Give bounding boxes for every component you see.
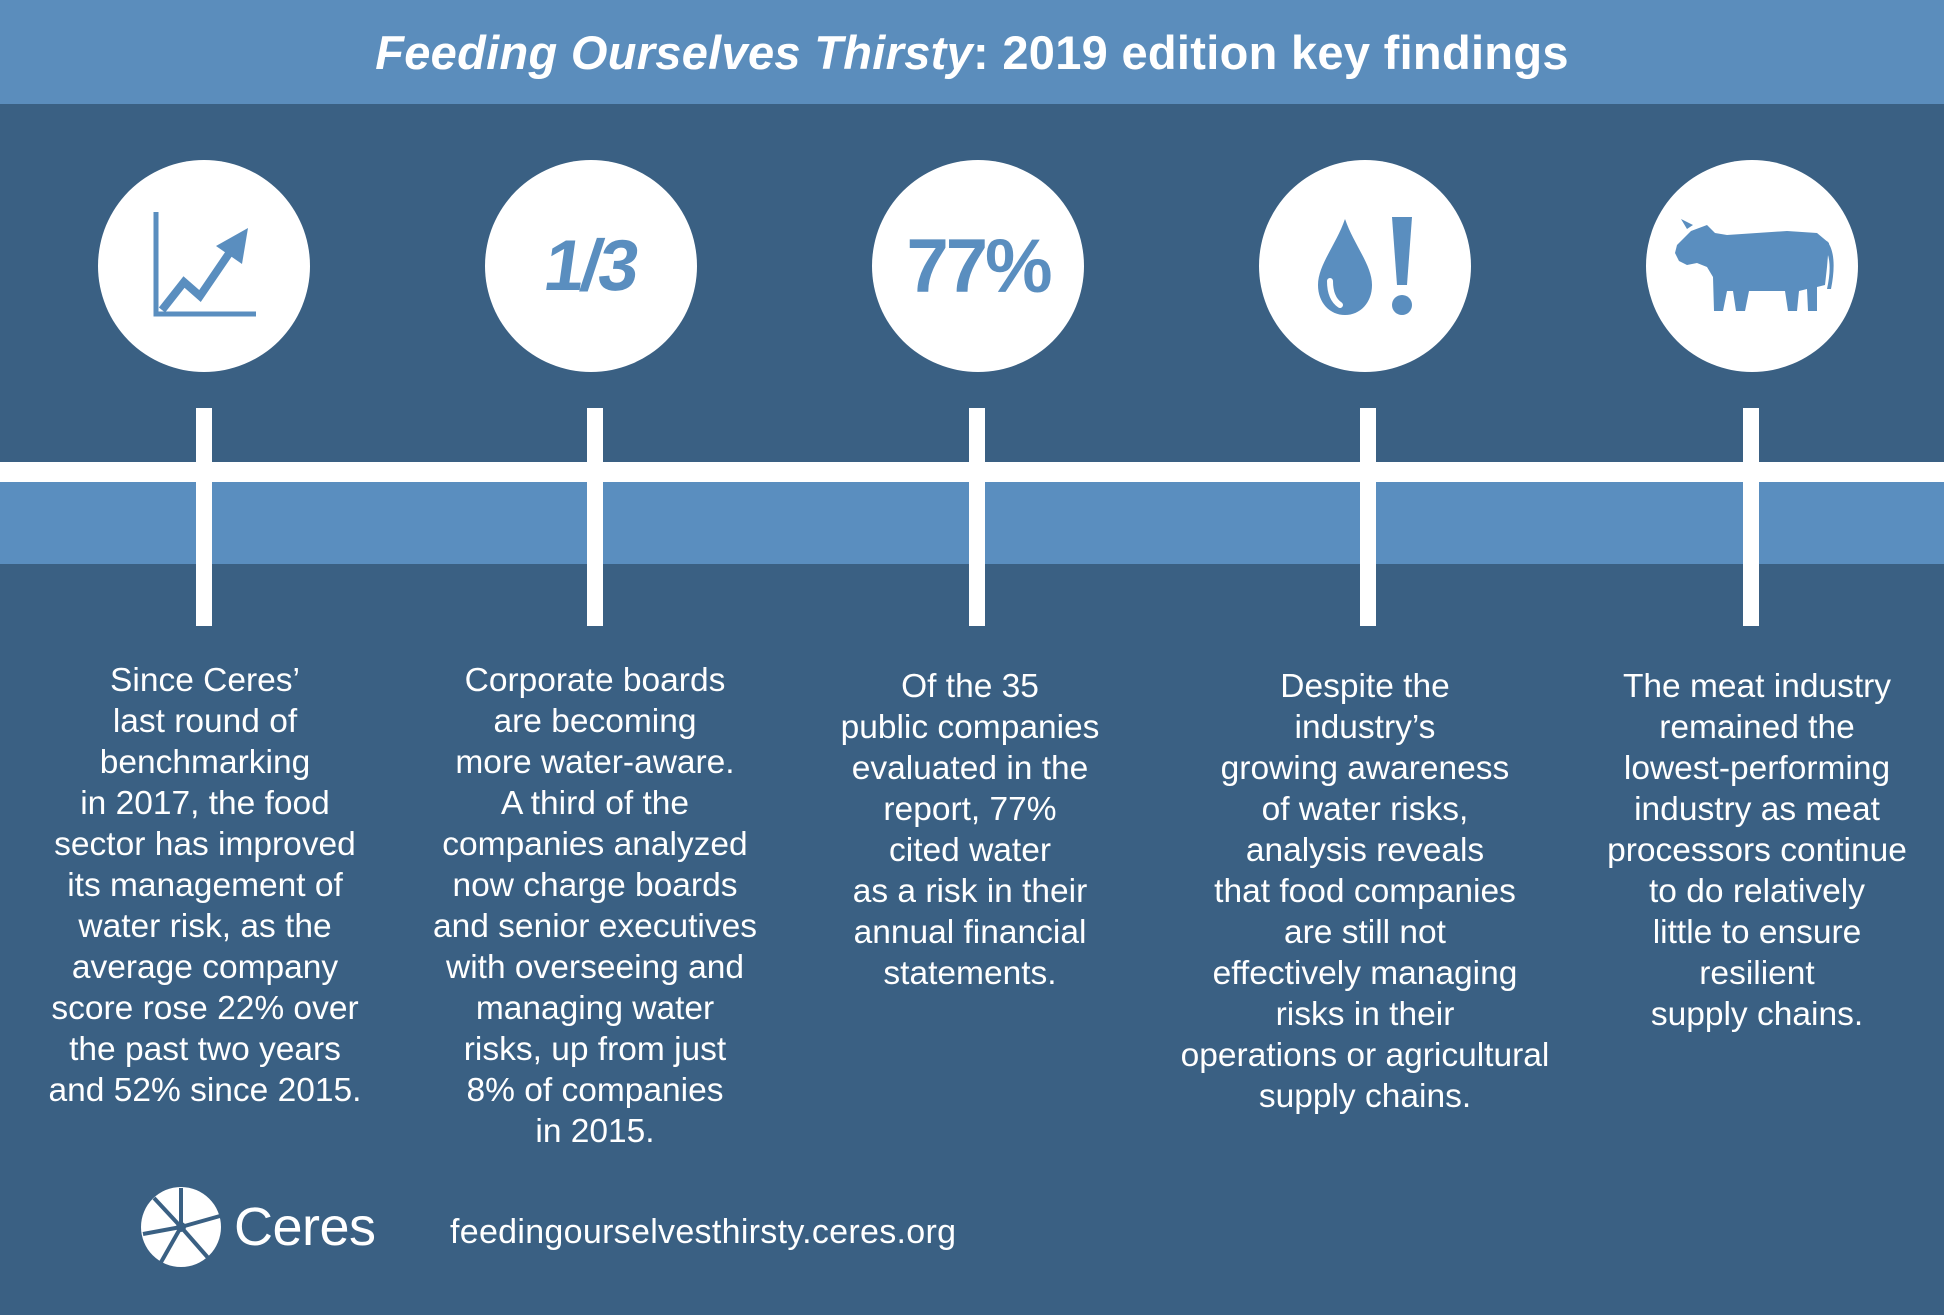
finding-3-circle: 77% — [872, 160, 1084, 372]
one-third-icon: 1/3 — [539, 226, 643, 306]
ceres-logo: Ceres — [140, 1186, 376, 1268]
website-url[interactable]: feedingourselvesthirsty.ceres.org — [450, 1213, 957, 1251]
header-banner: Feeding Ourselves Thirsty: 2019 edition … — [0, 0, 1944, 104]
page-title-subtitle: : 2019 edition key findings — [973, 25, 1569, 79]
finding-3-text: Of the 35 public companies evaluated in … — [840, 668, 1100, 992]
timeline-tick-4 — [1360, 408, 1376, 626]
page-title: Feeding Ourselves Thirsty: 2019 edition … — [375, 25, 1569, 80]
finding-2-circle: 1/3 — [485, 160, 697, 372]
finding-5-circle — [1646, 160, 1858, 372]
finding-1-text: Since Ceres’ last round of benchmarking … — [48, 662, 362, 1109]
finding-1-circle — [98, 160, 310, 372]
finding-4-text: Despite the industry’s growing awareness… — [1180, 668, 1550, 1115]
ceres-logo-name: Ceres — [234, 1197, 376, 1257]
finding-4-circle — [1259, 160, 1471, 372]
cow-icon — [1675, 219, 1834, 311]
timeline-tick-1 — [196, 408, 212, 626]
timeline-tick-2 — [587, 408, 603, 626]
trend-chart-icon — [153, 212, 256, 317]
ceres-logo-icon — [141, 1187, 221, 1267]
page-title-report-name: Feeding Ourselves Thirsty — [375, 25, 974, 79]
timeline-tick-3 — [969, 408, 985, 626]
water-drop-alert-icon — [1318, 217, 1412, 315]
finding-5-text: The meat industry remained the lowest-pe… — [1607, 668, 1907, 1033]
finding-2-text: Corporate boards are becoming more water… — [432, 662, 758, 1150]
percent-icon: 77% — [906, 223, 1052, 309]
timeline-tick-5 — [1743, 408, 1759, 626]
